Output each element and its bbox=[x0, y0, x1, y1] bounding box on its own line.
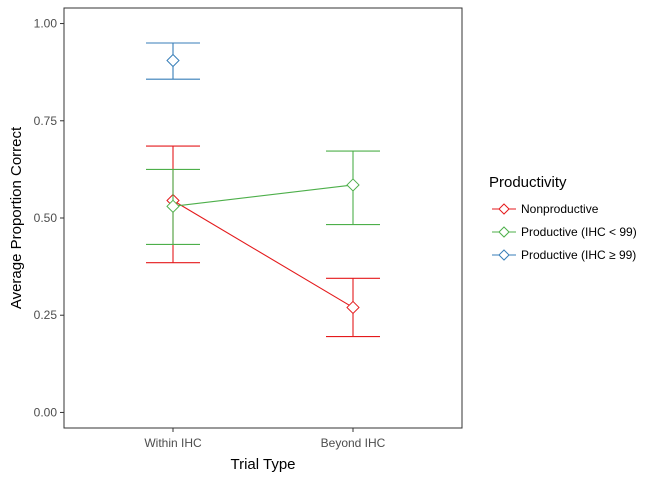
legend-key-diamond bbox=[498, 203, 510, 215]
legend-key-diamond bbox=[498, 249, 510, 261]
series-group bbox=[146, 150, 380, 245]
legend-key-diamond bbox=[498, 226, 510, 238]
y-tick-label: 0.50 bbox=[34, 211, 58, 225]
x-tick-label: Within IHC bbox=[144, 436, 202, 450]
data-point bbox=[346, 178, 360, 192]
data-point bbox=[166, 53, 180, 68]
x-axis: Within IHC Beyond IHC bbox=[144, 428, 386, 450]
y-axis-title: Average Proportion Correct bbox=[8, 126, 25, 309]
legend-label: Nonproductive bbox=[521, 202, 599, 216]
plot-panel bbox=[63, 7, 463, 429]
y-axis: 0.00 0.25 0.50 0.75 1.00 bbox=[34, 17, 64, 419]
legend-label: Productive (IHC < 99) bbox=[521, 225, 637, 239]
legend-label: Productive (IHC ≥ 99) bbox=[521, 248, 636, 262]
series-group bbox=[146, 42, 200, 80]
data-point bbox=[166, 199, 180, 214]
x-axis-title: Trial Type bbox=[230, 456, 295, 473]
legend-item: Productive (IHC ≥ 99) bbox=[492, 248, 636, 262]
y-tick-label: 0.75 bbox=[34, 114, 58, 128]
chart-marks bbox=[146, 42, 380, 338]
legend-title: Productivity bbox=[489, 174, 567, 191]
y-tick-label: 1.00 bbox=[34, 17, 58, 31]
y-tick-label: 0.25 bbox=[34, 308, 58, 322]
legend: Productivity Nonproductive Productive (IH… bbox=[489, 174, 637, 262]
legend-item: Productive (IHC < 99) bbox=[492, 225, 637, 239]
data-point bbox=[346, 300, 360, 315]
y-tick-label: 0.00 bbox=[34, 405, 58, 419]
series-line bbox=[172, 200, 354, 308]
legend-item: Nonproductive bbox=[492, 202, 599, 216]
series-group bbox=[146, 145, 380, 338]
x-tick-label: Beyond IHC bbox=[321, 436, 386, 450]
series-line bbox=[172, 184, 354, 207]
